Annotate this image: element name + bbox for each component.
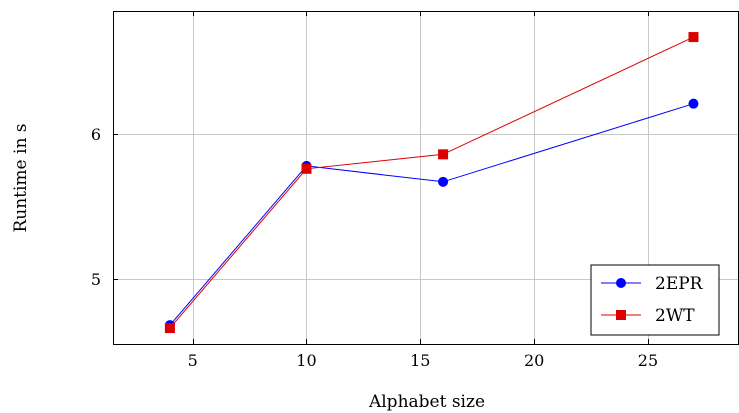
series-layer (164, 32, 699, 334)
data-point-2wt (301, 163, 312, 174)
data-point-2wt (164, 323, 175, 334)
x-tick-label: 15 (410, 351, 430, 370)
y-tick-label: 6 (91, 125, 101, 144)
x-tick-label: 10 (296, 351, 316, 370)
ticks: 5 10 15 20 25 5 6 (91, 11, 658, 370)
legend-label-2epr: 2EPR (655, 274, 704, 294)
data-point-2wt (438, 149, 449, 160)
legend-entry-2wt: 2WT (601, 306, 695, 326)
x-tick-label: 5 (188, 351, 198, 370)
series-line-2epr (169, 103, 694, 326)
legend-entry-2epr: 2EPR (601, 274, 704, 294)
legend-marker-2wt (616, 310, 626, 320)
legend-box (590, 264, 720, 336)
legend-marker-2epr (616, 278, 626, 288)
x-tick-label: 20 (524, 351, 544, 370)
data-point-2wt (688, 32, 699, 43)
y-axis-label: Runtime in s (11, 123, 31, 232)
data-point-2epr (438, 176, 449, 187)
legend-label-2wt: 2WT (655, 306, 695, 326)
legend: 2EPR 2WT (590, 264, 720, 336)
data-point-2epr (688, 98, 699, 109)
series-line-2wt (169, 36, 694, 329)
y-tick-label: 5 (91, 270, 101, 289)
x-tick-label: 25 (638, 351, 658, 370)
grid (113, 11, 739, 344)
x-axis-label: Alphabet size (368, 392, 485, 412)
